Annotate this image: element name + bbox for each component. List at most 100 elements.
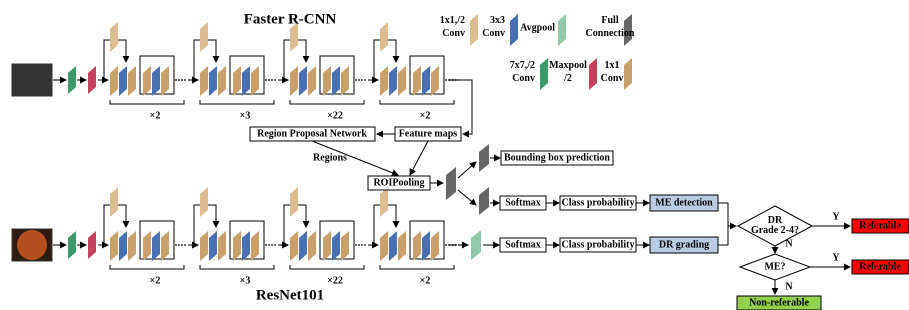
ellipsis-dot (268, 79, 270, 81)
bracket (200, 100, 274, 104)
ellipsis-dot (445, 244, 447, 246)
ellipsis-dot (271, 244, 273, 246)
ellipsis-dot (184, 79, 186, 81)
fc-block (479, 144, 489, 172)
fc-block (446, 167, 456, 200)
ellipsis-dot (181, 79, 183, 81)
legend-label: 7x7,/2Conv (510, 60, 535, 84)
node-label: ME detection (655, 197, 713, 208)
conv-block (290, 231, 298, 261)
branch-label: Y (832, 252, 840, 263)
ellipsis-dot (364, 244, 366, 246)
arrow (718, 203, 736, 226)
conv-block (128, 66, 136, 96)
conv-block (119, 66, 127, 96)
conv-block (398, 66, 406, 96)
ellipsis-dot (274, 244, 276, 246)
conv-block (389, 66, 397, 96)
ellipsis-dot (358, 79, 360, 81)
node-label: Referable (859, 220, 901, 231)
title: ResNet101 (256, 287, 324, 303)
legend-swatch (624, 58, 632, 90)
conv-block (161, 231, 169, 261)
arrow (458, 162, 476, 178)
ellipsis-dot (452, 244, 454, 246)
node-label: Regions (313, 152, 347, 163)
conv7-block (68, 66, 76, 94)
node-label: Class probability (562, 197, 635, 208)
avgpool-block (471, 230, 481, 260)
conv-block (218, 66, 226, 96)
conv-block (332, 66, 340, 96)
maxpool-block (88, 231, 96, 259)
ellipsis-dot (265, 79, 267, 81)
legend-label: Maxpool/2 (549, 60, 587, 84)
shortcut (284, 205, 290, 245)
ellipsis-dot (175, 79, 177, 81)
conv-block (209, 66, 217, 96)
conv-block (209, 231, 217, 261)
conv-block (110, 66, 118, 96)
conv-block (200, 231, 208, 261)
node-label: Feature maps (399, 128, 458, 139)
ellipsis-dot (268, 244, 270, 246)
conv-block (380, 22, 388, 52)
node-label: Softmax (505, 239, 541, 250)
arrow (718, 226, 728, 245)
node-label: Referable (859, 261, 901, 272)
ellipsis-dot (445, 79, 447, 81)
ellipsis-dot (274, 79, 276, 81)
repeat-label: ×3 (240, 110, 251, 121)
conv-block (251, 66, 259, 96)
ellipsis-dot (358, 244, 360, 246)
conv-block (152, 231, 160, 261)
shortcut (298, 205, 306, 227)
bracket (290, 100, 364, 104)
ellipsis-dot (181, 244, 183, 246)
conv-block (233, 66, 241, 96)
conv-block (290, 187, 298, 217)
legend-swatch (589, 58, 597, 90)
shortcut (118, 205, 126, 227)
repeat-label: ×2 (150, 110, 161, 121)
shortcut (194, 40, 200, 80)
shortcut (284, 40, 290, 80)
repeat-label: ×2 (420, 110, 431, 121)
bracket (110, 100, 184, 104)
conv-block (299, 66, 307, 96)
node-label: Non-referable (749, 297, 809, 308)
conv-block (380, 66, 388, 96)
node-label: ME? (764, 261, 785, 272)
legend-swatch (558, 14, 566, 46)
conv-block (299, 231, 307, 261)
conv-block (308, 231, 316, 261)
bracket (200, 265, 274, 269)
ellipsis-dot (364, 79, 366, 81)
ellipsis-dot (271, 79, 273, 81)
conv-block (233, 231, 241, 261)
diagram: ×2×3×22×2×2×3×22×2 Faster R-CNN ResNet10… (0, 0, 909, 310)
shortcut (208, 40, 216, 62)
shortcut (208, 205, 216, 227)
shortcut (104, 205, 110, 245)
conv-block (128, 231, 136, 261)
legend-label: 1x1,/2Conv (440, 15, 465, 39)
conv-block (143, 231, 151, 261)
ellipsis-dot (265, 244, 267, 246)
legend-swatch (540, 58, 548, 90)
conv-block (200, 66, 208, 96)
legend-label: Avgpool (520, 22, 555, 33)
title: Faster R-CNN (244, 11, 337, 27)
node-label: Class probability (562, 239, 635, 250)
repeat-label: ×3 (240, 275, 251, 286)
ellipsis-dot (449, 244, 451, 246)
shortcut (298, 40, 306, 62)
legend-swatch (470, 14, 478, 46)
bracket (380, 265, 454, 269)
conv-block (341, 66, 349, 96)
bracket (110, 265, 184, 269)
ellipsis-dot (178, 79, 180, 81)
shortcut (374, 40, 380, 80)
conv-block (110, 231, 118, 261)
